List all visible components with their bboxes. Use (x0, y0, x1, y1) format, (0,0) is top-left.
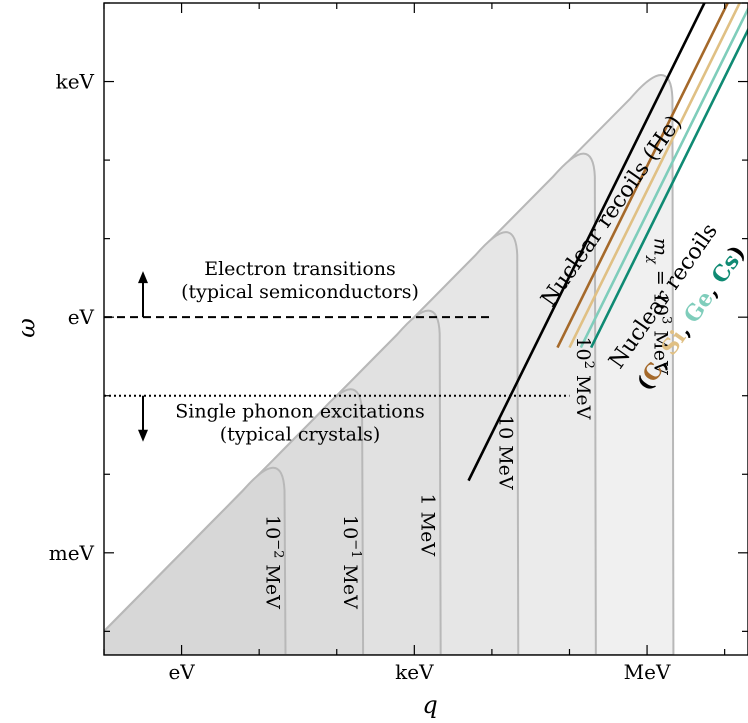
x-tick-label-ev: eV (168, 660, 195, 684)
mass-label-1-mev: 1 MeV (417, 494, 439, 557)
mass-region-0.01-mev (104, 466, 287, 655)
nuclear-line-ge (579, 6, 748, 349)
nuclear-line-si (568, 3, 742, 349)
electron-transitions-label-line-1: Electron transitions (204, 258, 396, 280)
mass-label-10-mev: 10 MeV (494, 415, 516, 490)
y-axis-label: ω (13, 318, 41, 338)
mass-regions (104, 74, 675, 655)
y-tick-label-ev: eV (68, 305, 95, 329)
y-tick-label-mev: meV (49, 541, 95, 565)
single-phonon-arrow-head (138, 429, 148, 442)
mass-label-1000-mev: mχ = 103 MeV (644, 238, 673, 375)
plot-frame (103, 2, 748, 656)
axis-ticks: eV keV MeV meV eV keV (49, 2, 748, 684)
mass-label-100-mev: 102 MeV (572, 336, 596, 419)
x-axis-label: q (422, 691, 437, 719)
y-tick-label-kev: keV (56, 70, 95, 94)
electron-transitions-arrow-head (138, 271, 148, 284)
nuclear-line-cs (589, 26, 748, 349)
mass-label-0.1-mev: 10−1 MeV (339, 515, 363, 609)
x-tick-label-kev: keV (395, 660, 434, 684)
nuclear-line-he (467, 3, 706, 482)
nuclear-line-c (556, 3, 730, 349)
nuclear-recoil-lines (467, 3, 748, 482)
threshold-lines: Electron transitions(typical semiconduct… (104, 258, 570, 446)
x-tick-label-mev: MeV (624, 660, 671, 684)
single-phonon-label-line-1: Single phonon excitations (175, 401, 424, 423)
single-phonon-label-line-2: (typical crystals) (220, 424, 381, 446)
electron-transitions-label-line-2: (typical semiconductors) (181, 281, 419, 303)
mass-label-0.01-mev: 10−2 MeV (262, 515, 286, 609)
